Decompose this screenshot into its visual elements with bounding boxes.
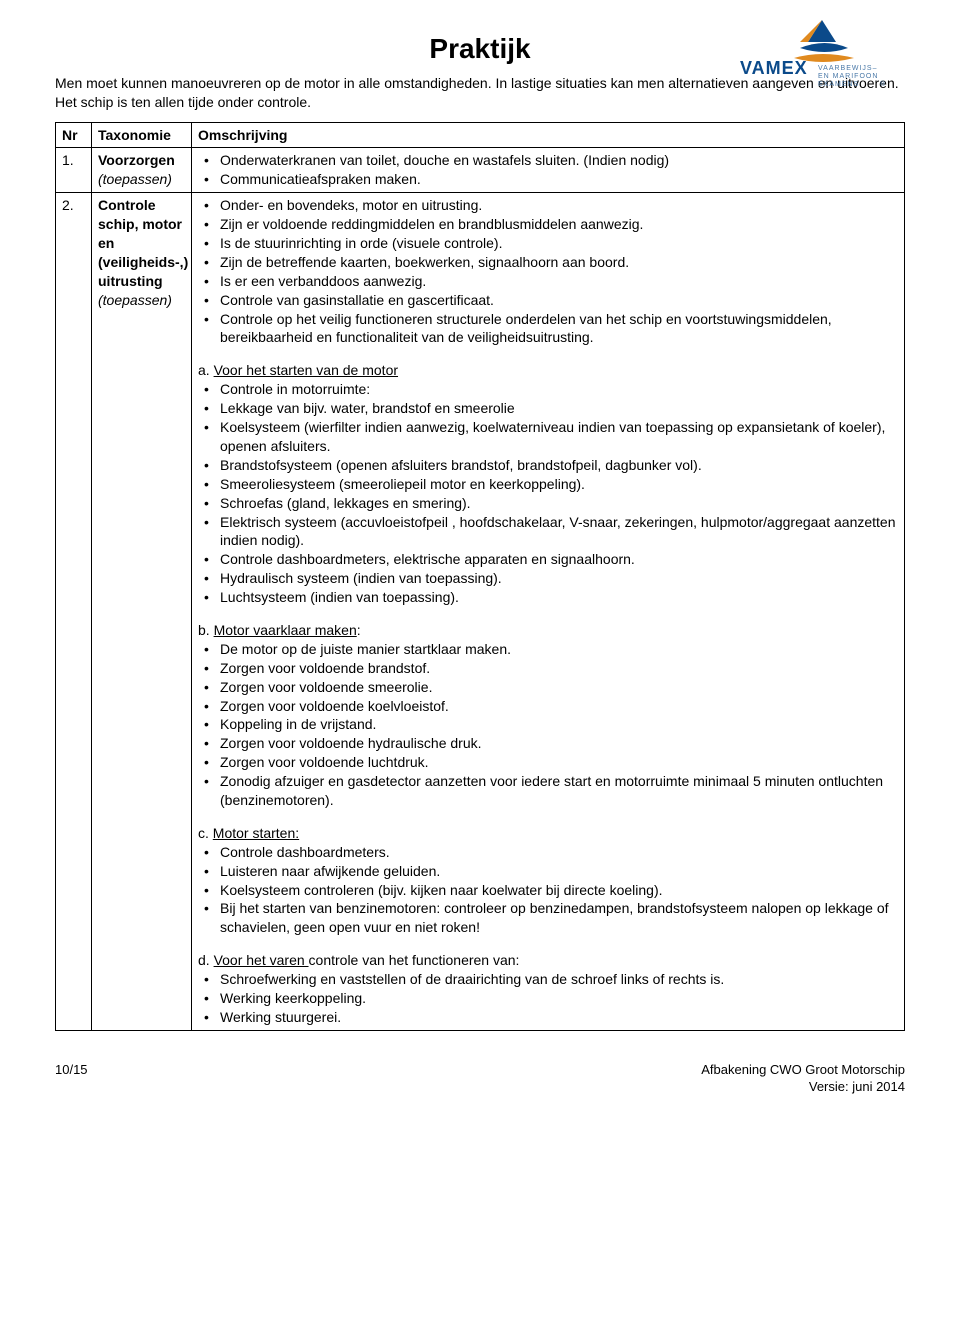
list-item: Schroefwerking en vaststellen of de draa… [198,970,898,989]
logo-reg: ® [880,80,886,88]
bullet-list: De motor op de juiste manier startklaar … [198,640,898,810]
list-item: Zorgen voor voldoende brandstof. [198,659,898,678]
logo-brand: VAMEX [740,58,808,78]
list-item: Communicatieafspraken maken. [198,170,898,189]
table-row: 2.Controle schip, motor en (veiligheids-… [56,193,905,1031]
taxonomie-title: Controle schip, motor en (veiligheids-,)… [98,197,188,289]
cell-nr: 2. [56,193,92,1031]
list-item: Onder- en bovendeks, motor en uitrusting… [198,196,898,215]
vamex-logo-icon: VAMEX VAARBEWIJS– EN MARIFOON EXAMENS ® [740,18,900,88]
list-item: Koelsysteem controleren (bijv. kijken na… [198,881,898,900]
footer-page-number: 10/15 [55,1061,88,1096]
bullet-list: Onder- en bovendeks, motor en uitrusting… [198,196,898,347]
table-row: 1.Voorzorgen (toepassen)Onderwaterkranen… [56,148,905,193]
logo: VAMEX VAARBEWIJS– EN MARIFOON EXAMENS ® [740,18,900,93]
cell-omschrijving: Onderwaterkranen van toilet, douche en w… [192,148,905,193]
col-header-nr: Nr [56,122,92,148]
list-item: De motor op de juiste manier startklaar … [198,640,898,659]
list-item: Lekkage van bijv. water, brandstof en sm… [198,399,898,418]
taxonomie-sub: (toepassen) [98,292,172,308]
footer: 10/15 Afbakening CWO Groot Motorschip Ve… [55,1061,905,1096]
col-header-omschrijving: Omschrijving [192,122,905,148]
list-item: Is de stuurinrichting in orde (visuele c… [198,234,898,253]
col-header-taxonomie: Taxonomie [92,122,192,148]
list-item: Luisteren naar afwijkende geluiden. [198,862,898,881]
list-item: Controle in motorruimte: [198,380,898,399]
list-item: Onderwaterkranen van toilet, douche en w… [198,151,898,170]
taxonomie-sub: (toepassen) [98,171,172,187]
section-heading: d. Voor het varen controle van het funct… [198,951,898,970]
list-item: Brandstofsysteem (openen afsluiters bran… [198,456,898,475]
list-item: Bij het starten van benzinemotoren: cont… [198,899,898,937]
list-item: Zijn de betreffende kaarten, boekwerken,… [198,253,898,272]
list-item: Controle dashboardmeters. [198,843,898,862]
list-item: Is er een verbanddoos aanwezig. [198,272,898,291]
list-item: Hydraulisch systeem (indien van toepassi… [198,569,898,588]
list-item: Controle dashboardmeters, elektrische ap… [198,550,898,569]
footer-doc-title: Afbakening CWO Groot Motorschip [701,1061,905,1079]
cell-taxonomie: Voorzorgen (toepassen) [92,148,192,193]
list-item: Zonodig afzuiger en gasdetector aanzette… [198,772,898,810]
bullet-list: Controle in motorruimte:Lekkage van bijv… [198,380,898,607]
logo-sub1: VAARBEWIJS– [818,65,878,72]
list-item: Zorgen voor voldoende hydraulische druk. [198,734,898,753]
list-item: Elektrisch systeem (accuvloeistofpeil , … [198,513,898,551]
list-item: Werking keerkoppeling. [198,989,898,1008]
bullet-list: Onderwaterkranen van toilet, douche en w… [198,151,898,189]
cell-taxonomie: Controle schip, motor en (veiligheids-,)… [92,193,192,1031]
list-item: Koelsysteem (wierfilter indien aanwezig,… [198,418,898,456]
taxonomie-title: Voorzorgen [98,152,175,168]
logo-sub2: EN MARIFOON [818,73,878,80]
list-item: Smeeroliesysteem (smeeroliepeil motor en… [198,475,898,494]
section-heading: b. Motor vaarklaar maken: [198,621,898,640]
cell-nr: 1. [56,148,92,193]
list-item: Werking stuurgerei. [198,1008,898,1027]
list-item: Luchtsysteem (indien van toepassing). [198,588,898,607]
list-item: Schroefas (gland, lekkages en smering). [198,494,898,513]
cell-omschrijving: Onder- en bovendeks, motor en uitrusting… [192,193,905,1031]
list-item: Zorgen voor voldoende smeerolie. [198,678,898,697]
footer-version: Versie: juni 2014 [701,1078,905,1096]
bullet-list: Controle dashboardmeters.Luisteren naar … [198,843,898,937]
list-item: Zorgen voor voldoende koelvloeistof. [198,697,898,716]
section-heading: a. Voor het starten van de motor [198,361,898,380]
section-heading: c. Motor starten: [198,824,898,843]
bullet-list: Schroefwerking en vaststellen of de draa… [198,970,898,1027]
list-item: Koppeling in de vrijstand. [198,715,898,734]
list-item: Zijn er voldoende reddingmiddelen en bra… [198,215,898,234]
content-table: Nr Taxonomie Omschrijving 1.Voorzorgen (… [55,122,905,1031]
list-item: Controle van gasinstallatie en gascertif… [198,291,898,310]
list-item: Controle op het veilig functioneren stru… [198,310,898,348]
logo-sub3: EXAMENS [818,81,859,88]
list-item: Zorgen voor voldoende luchtdruk. [198,753,898,772]
